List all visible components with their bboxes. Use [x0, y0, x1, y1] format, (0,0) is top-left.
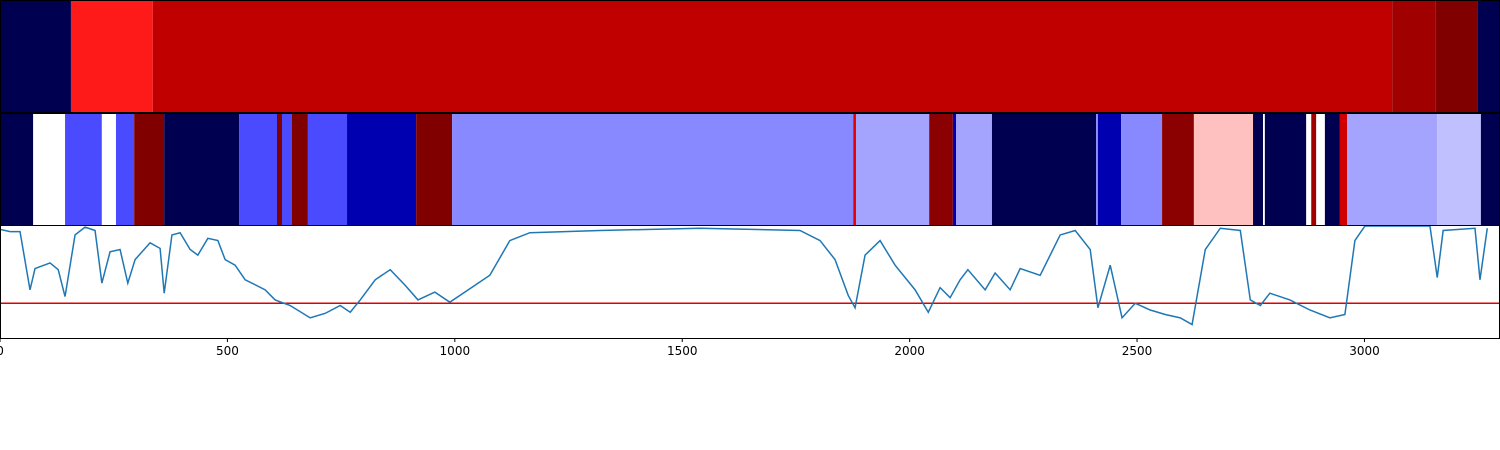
segment	[152, 1, 1393, 112]
segment	[1316, 114, 1325, 225]
segment	[416, 114, 453, 225]
segment	[164, 114, 240, 225]
segment	[1477, 1, 1500, 112]
segment	[1435, 1, 1478, 112]
segment	[0, 114, 34, 225]
x-tick-label: 0	[0, 344, 4, 358]
segment	[1339, 114, 1348, 225]
segment	[1306, 114, 1312, 225]
data-line	[0, 225, 1489, 326]
segment	[853, 114, 856, 225]
segment	[452, 114, 854, 225]
segment	[1253, 114, 1264, 225]
segment	[65, 114, 102, 225]
segment	[307, 114, 348, 225]
x-tick-label: 1000	[440, 344, 471, 358]
segment	[291, 114, 308, 225]
segment	[239, 114, 277, 225]
segment	[101, 114, 116, 225]
segment	[1263, 114, 1265, 225]
segment	[855, 114, 930, 225]
segment	[115, 114, 135, 225]
segment	[1392, 1, 1436, 112]
segment	[0, 1, 71, 112]
x-tick-label: 3000	[1349, 344, 1380, 358]
segment	[952, 114, 957, 225]
segment	[70, 1, 153, 112]
segment	[1437, 114, 1481, 225]
segment	[1480, 114, 1500, 225]
panel-frame	[0, 225, 1500, 339]
segment	[929, 114, 953, 225]
segment	[1193, 114, 1254, 225]
x-tick-label: 2000	[894, 344, 925, 358]
x-tick-label: 500	[216, 344, 239, 358]
segment	[1324, 114, 1340, 225]
segment	[1162, 114, 1194, 225]
segment	[1097, 114, 1122, 225]
segment	[956, 114, 992, 225]
segment	[33, 114, 66, 225]
segment	[991, 114, 1097, 225]
segment	[1347, 114, 1438, 225]
segment	[281, 114, 292, 225]
segment	[1096, 114, 1098, 225]
x-tick-label: 1500	[667, 344, 698, 358]
x-tick-label: 2500	[1122, 344, 1153, 358]
segment	[1311, 114, 1317, 225]
segment	[347, 114, 417, 225]
segment	[1264, 114, 1307, 225]
segment	[1121, 114, 1163, 225]
segment	[134, 114, 165, 225]
segment	[276, 114, 282, 225]
